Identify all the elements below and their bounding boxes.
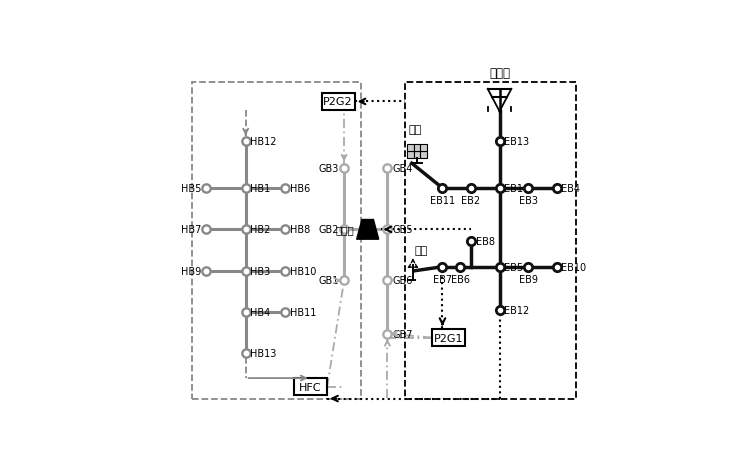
- Text: GB6: GB6: [392, 276, 412, 286]
- Text: EB1: EB1: [505, 184, 523, 194]
- Text: GB4: GB4: [392, 164, 412, 174]
- Text: EB7: EB7: [433, 274, 452, 284]
- Text: P2G2: P2G2: [323, 97, 353, 107]
- Text: GB3: GB3: [319, 164, 339, 174]
- Text: HB8: HB8: [290, 225, 310, 235]
- Text: HB3: HB3: [250, 266, 271, 276]
- Text: EB9: EB9: [519, 274, 538, 284]
- Text: HB5: HB5: [181, 184, 202, 194]
- Text: HB7: HB7: [181, 225, 202, 235]
- Text: EB10: EB10: [561, 262, 587, 272]
- Text: 压缩机: 压缩机: [335, 225, 354, 235]
- Bar: [414, 151, 420, 158]
- Bar: [192, 83, 361, 399]
- Text: HB11: HB11: [290, 308, 316, 317]
- Text: 光伏: 光伏: [408, 125, 422, 135]
- Text: HB4: HB4: [250, 308, 271, 317]
- Text: EB13: EB13: [505, 136, 529, 146]
- Text: EB2: EB2: [461, 196, 481, 206]
- Text: EB6: EB6: [450, 274, 470, 284]
- Bar: [407, 151, 414, 158]
- Bar: [420, 151, 426, 158]
- Bar: [432, 329, 465, 347]
- Bar: [322, 94, 355, 111]
- Text: 大电网: 大电网: [489, 67, 510, 79]
- Text: HFC: HFC: [299, 382, 322, 392]
- Text: GB1: GB1: [319, 276, 339, 286]
- Text: HB1: HB1: [250, 184, 271, 194]
- Text: HB10: HB10: [290, 266, 316, 276]
- Text: HB6: HB6: [290, 184, 310, 194]
- Bar: [294, 378, 327, 396]
- Text: 风电: 风电: [415, 246, 428, 256]
- Text: EB3: EB3: [519, 196, 538, 206]
- Text: HB12: HB12: [250, 136, 277, 146]
- Text: HB2: HB2: [250, 225, 271, 235]
- Polygon shape: [356, 220, 379, 240]
- Text: EB11: EB11: [430, 196, 455, 206]
- Text: P2G1: P2G1: [434, 333, 463, 343]
- Text: GB2: GB2: [318, 225, 339, 235]
- Text: GB5: GB5: [392, 225, 413, 235]
- Text: EB12: EB12: [505, 305, 529, 315]
- Text: HB13: HB13: [250, 348, 277, 358]
- Bar: [407, 144, 414, 151]
- Bar: [420, 144, 426, 151]
- Text: EB8: EB8: [475, 237, 495, 246]
- Text: EB5: EB5: [505, 262, 523, 272]
- Text: HB9: HB9: [181, 266, 202, 276]
- Bar: [405, 83, 576, 399]
- Bar: [414, 144, 420, 151]
- Text: EB4: EB4: [561, 184, 581, 194]
- Text: GB7: GB7: [392, 329, 413, 339]
